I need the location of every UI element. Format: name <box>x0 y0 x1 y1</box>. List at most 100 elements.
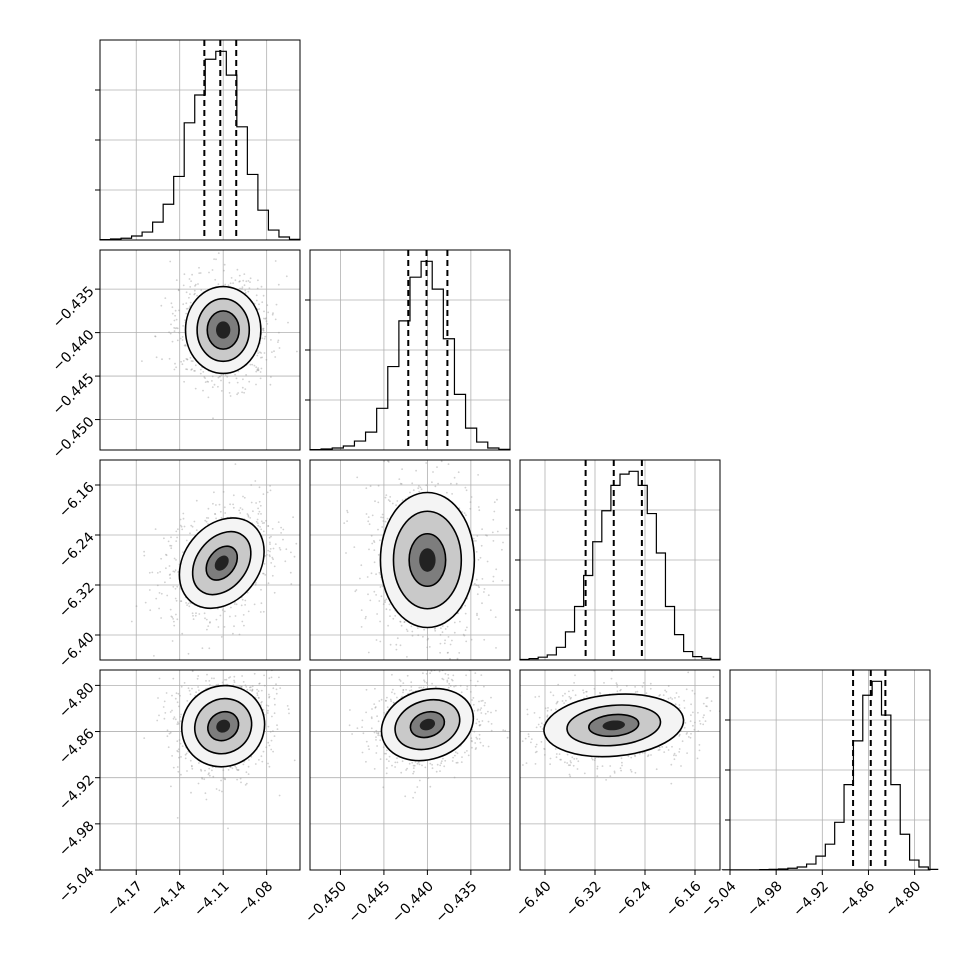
scatter-point <box>447 686 450 689</box>
scatter-point <box>188 605 191 608</box>
scatter-point <box>478 724 481 727</box>
scatter-point <box>641 685 644 688</box>
scatter-point <box>171 616 174 619</box>
scatter-point <box>647 755 649 758</box>
scatter-point <box>259 377 262 380</box>
scatter-point <box>176 740 179 743</box>
scatter-point <box>416 627 419 629</box>
scatter-point <box>408 689 411 692</box>
scatter-point <box>453 621 456 624</box>
scatter-point <box>381 585 384 588</box>
scatter-point <box>238 633 241 636</box>
scatter-point <box>441 631 444 634</box>
histogram-panel-1 <box>305 249 511 451</box>
scatter-point <box>486 534 488 537</box>
scatter-point <box>260 285 263 288</box>
scatter-point <box>251 689 254 692</box>
scatter-point <box>223 269 225 272</box>
scatter-point <box>170 544 173 547</box>
scatter-point <box>384 599 386 602</box>
scatter-point <box>269 489 272 492</box>
scatter-point <box>502 541 504 544</box>
scatter-point <box>228 677 230 679</box>
scatter-point <box>262 294 265 297</box>
panel-content <box>348 670 509 799</box>
scatter-point <box>221 681 224 684</box>
scatter-point <box>205 517 208 519</box>
scatter-point <box>256 694 259 697</box>
scatter-point <box>215 788 218 790</box>
scatter-point <box>262 327 265 330</box>
scatter-point <box>490 723 493 725</box>
scatter-point <box>149 609 152 612</box>
scatter-point <box>412 764 415 767</box>
scatter-point <box>176 750 179 752</box>
scatter-point <box>170 615 173 618</box>
scatter-point <box>222 491 225 493</box>
scatter-point <box>453 631 456 634</box>
scatter-point <box>175 599 178 602</box>
scatter-point <box>194 387 197 390</box>
scatter-point <box>599 692 602 695</box>
scatter-point <box>168 331 171 334</box>
scatter-point <box>176 723 179 725</box>
scatter-point <box>253 672 256 675</box>
scatter-point <box>212 502 214 505</box>
scatter-point <box>180 600 183 602</box>
scatter-point <box>198 689 200 692</box>
panel-content <box>343 460 515 660</box>
scatter-point <box>687 736 690 738</box>
scatter-point <box>180 525 183 528</box>
scatter-point <box>215 258 217 261</box>
scatter-point <box>185 602 188 604</box>
scatter-point <box>277 341 279 343</box>
scatter-point <box>403 621 406 623</box>
scatter-point <box>365 615 367 618</box>
scatter-point <box>269 541 271 544</box>
scatter-point <box>364 617 367 620</box>
scatter-point <box>431 481 433 484</box>
scatter-point <box>343 522 346 524</box>
scatter-point <box>220 390 223 392</box>
scatter-point <box>255 582 257 584</box>
scatter-point <box>268 695 271 698</box>
scatter-point <box>461 511 464 513</box>
scatter-point <box>466 685 469 688</box>
scatter-point <box>513 585 515 587</box>
scatter-point <box>234 765 237 768</box>
scatter-point <box>698 720 701 722</box>
scatter-point <box>168 574 171 576</box>
scatter-point <box>630 770 633 773</box>
scatter-point <box>476 535 479 537</box>
scatter-point <box>414 791 416 794</box>
scatter-point <box>505 527 508 530</box>
scatter-point <box>434 629 437 632</box>
scatter-point <box>479 556 482 559</box>
scatter-point <box>572 764 575 767</box>
scatter-point <box>245 374 248 376</box>
scatter-point <box>238 274 241 277</box>
scatter-point <box>260 701 263 704</box>
scatter-point <box>171 709 173 712</box>
scatter-point <box>396 696 398 699</box>
scatter-point <box>206 380 209 383</box>
scatter-point <box>201 776 203 779</box>
scatter-point <box>194 285 196 287</box>
scatter-point <box>244 599 247 602</box>
scatter-point <box>156 719 159 722</box>
scatter-point <box>263 684 266 687</box>
scatter-point <box>410 681 413 684</box>
scatter-point <box>481 578 484 580</box>
scatter-point <box>196 294 199 297</box>
scatter-point <box>663 751 666 753</box>
scatter-point <box>191 612 194 615</box>
scatter-point <box>242 763 245 766</box>
scatter-point <box>241 675 244 677</box>
scatter-point <box>178 739 181 741</box>
scatter-point <box>439 651 441 654</box>
scatter-point <box>437 482 439 485</box>
scatter-point <box>478 720 481 723</box>
scatter-point <box>506 736 509 739</box>
scatter-point <box>425 681 428 684</box>
scatter-point <box>279 548 282 551</box>
